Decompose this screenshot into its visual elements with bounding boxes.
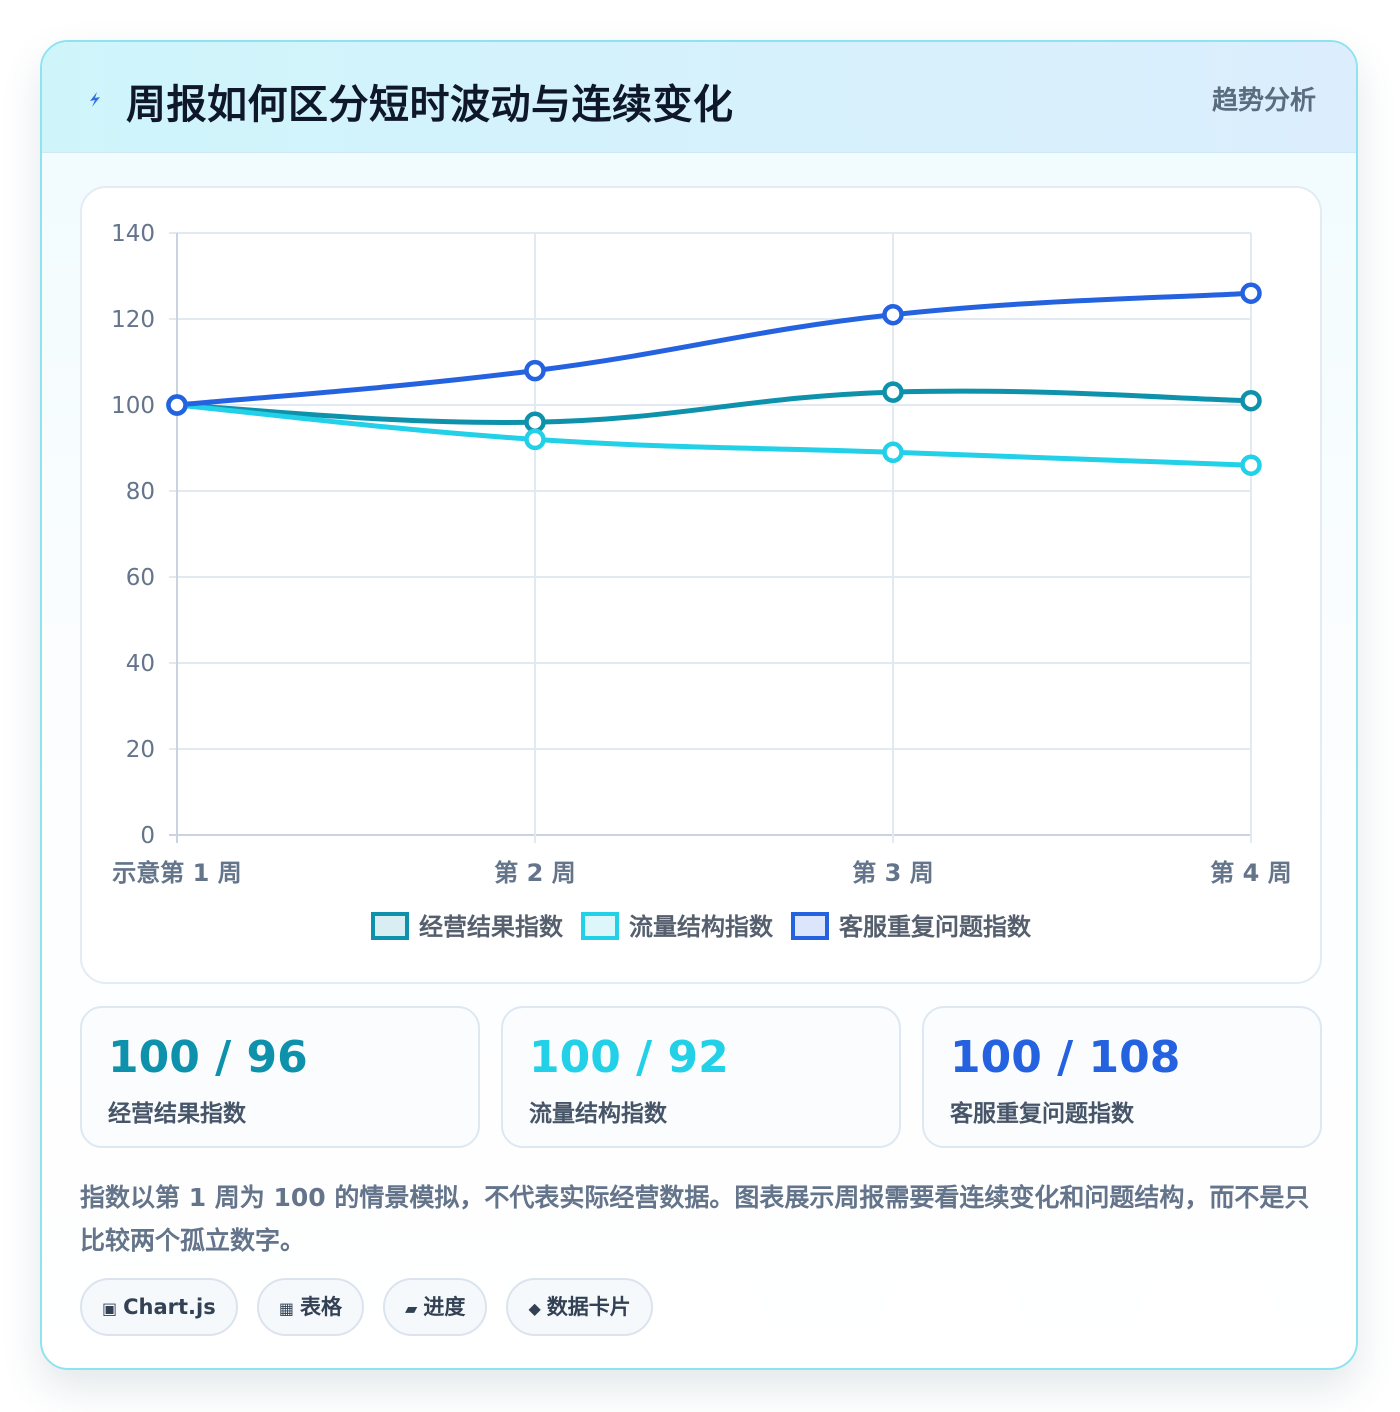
stat-label: 流量结构指数 bbox=[529, 1101, 667, 1127]
stat-value: 100 / 108 bbox=[950, 1032, 1181, 1083]
stat-cards: 100 / 96 经营结果指数 100 / 92 流量结构指数 100 / 10… bbox=[80, 1006, 1322, 1148]
line-chart: 0 20 40 60 80 100 120 140 示意第 1 周 第 2 周 第 3 周 第 4 周… bbox=[111, 221, 1292, 941]
legend-label: 经营结果指数 bbox=[419, 913, 564, 941]
legend-label: 流量结构指数 bbox=[629, 913, 774, 941]
card-header: 周报如何区分短时波动与连续变化 趋势分析 bbox=[42, 42, 1356, 153]
tag-table[interactable]: ▦ 表格 bbox=[256, 1278, 364, 1336]
legend-swatch bbox=[581, 912, 619, 940]
y-tick-label: 60 bbox=[126, 565, 155, 591]
data-point bbox=[1240, 282, 1262, 304]
disclaimer-note: 指数以第 1 周为 100 的情景模拟，不代表实际经营数据。图表展示周报需要看连… bbox=[80, 1183, 1310, 1255]
tag-data-card[interactable]: ◆ 数据卡片 bbox=[506, 1278, 653, 1336]
data-point bbox=[1240, 389, 1262, 412]
series-line bbox=[174, 290, 1254, 408]
chart-icon: ▣ bbox=[102, 1299, 118, 1318]
stat-card-traffic: 100 / 92 流量结构指数 bbox=[501, 1006, 901, 1148]
legend-swatch bbox=[791, 912, 829, 940]
tag-list: ▣ Chart.js ▦ 表格 ▰ 进度 ◆ 数据卡片 bbox=[80, 1278, 667, 1336]
data-point bbox=[524, 411, 546, 433]
card-icon: ◆ bbox=[528, 1299, 541, 1318]
x-tick-label: 第 2 周 bbox=[494, 859, 575, 887]
stat-card-business: 100 / 96 经营结果指数 bbox=[80, 1006, 480, 1148]
data-point bbox=[524, 359, 546, 382]
stat-card-support: 100 / 108 客服重复问题指数 bbox=[922, 1006, 1322, 1148]
x-tick-label: 第 3 周 bbox=[852, 859, 933, 887]
stat-value: 100 / 96 bbox=[108, 1032, 308, 1083]
tag-label: 进度 bbox=[423, 1295, 466, 1319]
y-tick-label: 80 bbox=[126, 479, 155, 505]
legend-label: 客服重复问题指数 bbox=[839, 913, 1032, 941]
tag-chartjs[interactable]: ▣ Chart.js bbox=[80, 1278, 238, 1336]
page-title: 周报如何区分短时波动与连续变化 bbox=[126, 82, 734, 128]
legend-swatch bbox=[371, 912, 409, 940]
lightning-icon bbox=[90, 92, 100, 107]
data-point bbox=[882, 441, 904, 464]
category-badge: 趋势分析 bbox=[1211, 86, 1316, 116]
tag-label: 数据卡片 bbox=[546, 1295, 631, 1319]
y-tick-label: 20 bbox=[126, 737, 155, 763]
progress-icon: ▰ bbox=[405, 1299, 418, 1318]
data-point bbox=[1240, 454, 1262, 476]
series-line bbox=[174, 388, 1254, 425]
y-tick-label: 40 bbox=[126, 651, 155, 677]
data-point bbox=[166, 394, 188, 416]
stat-value: 100 / 92 bbox=[529, 1032, 729, 1083]
tag-label: 表格 bbox=[299, 1295, 342, 1319]
chart-panel: 0 20 40 60 80 100 120 140 示意第 1 周 第 2 周 第 3 周 第 4 周… bbox=[80, 186, 1322, 984]
x-tick-label: 示意第 1 周 bbox=[112, 859, 241, 887]
x-tick-label: 第 4 周 bbox=[1210, 859, 1291, 887]
report-card: 周报如何区分短时波动与连续变化 趋势分析 0 20 40 60 80 100 120 140 示… bbox=[40, 40, 1358, 1370]
table-icon: ▦ bbox=[278, 1299, 294, 1318]
stat-label: 客服重复问题指数 bbox=[950, 1101, 1134, 1127]
y-tick-label: 0 bbox=[140, 823, 155, 849]
tag-progress[interactable]: ▰ 进度 bbox=[383, 1278, 488, 1336]
y-tick-label: 120 bbox=[111, 307, 155, 333]
data-point bbox=[524, 428, 546, 451]
data-point bbox=[882, 303, 904, 326]
stat-label: 经营结果指数 bbox=[108, 1101, 246, 1127]
series-line bbox=[174, 402, 1254, 468]
tag-label: Chart.js bbox=[123, 1295, 216, 1319]
y-tick-label: 100 bbox=[111, 393, 155, 419]
y-tick-label: 140 bbox=[111, 221, 155, 247]
data-point bbox=[882, 381, 904, 403]
